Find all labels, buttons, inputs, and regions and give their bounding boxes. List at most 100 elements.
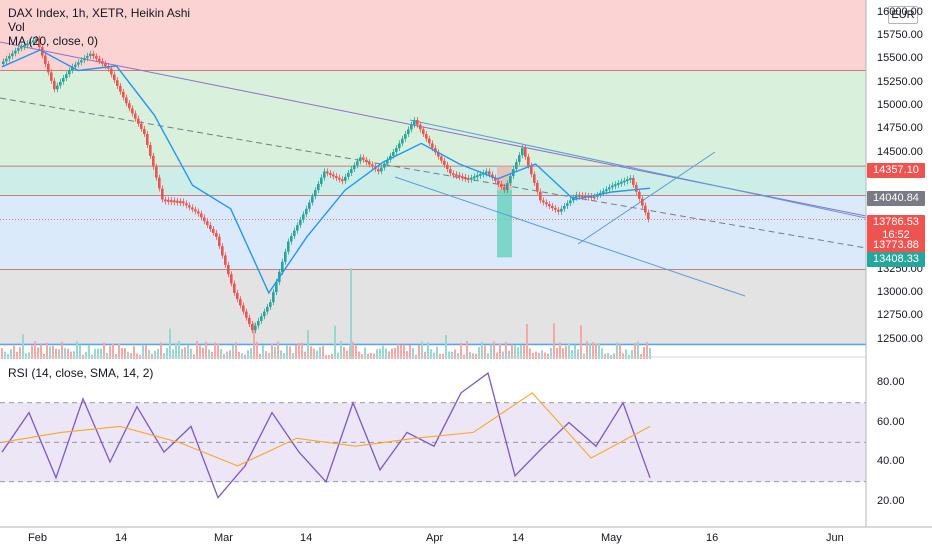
channel-top-line	[409, 119, 867, 219]
candle	[287, 241, 290, 252]
candle	[146, 134, 149, 145]
volume-bar	[289, 346, 291, 359]
candle	[413, 120, 416, 125]
candle	[377, 169, 380, 172]
candle	[329, 172, 332, 175]
y-tick-label: 12750.00	[877, 309, 923, 322]
volume-bar	[217, 343, 219, 359]
volume-bar	[469, 351, 471, 359]
candle	[629, 177, 632, 180]
candle	[419, 124, 422, 130]
candle	[575, 194, 578, 198]
candle	[263, 311, 266, 317]
candle	[230, 274, 233, 284]
volume-bar	[40, 344, 42, 359]
candle	[353, 165, 356, 170]
dashed-trendline	[0, 97, 867, 249]
candle	[386, 159, 389, 164]
candle	[62, 78, 65, 82]
rising-support-line	[577, 151, 716, 245]
volume-bar	[22, 334, 24, 359]
volume-bar	[418, 345, 420, 359]
candle	[332, 174, 335, 177]
price-tag: 13786.53	[867, 215, 925, 230]
candle	[317, 183, 320, 191]
volume-bar	[46, 342, 48, 359]
volume-bar	[421, 341, 423, 359]
currency-badge[interactable]: EUR	[888, 6, 918, 24]
volume-bar	[541, 350, 543, 359]
volume-bar	[514, 345, 516, 359]
volume-bar	[232, 344, 234, 359]
volume-bar	[178, 341, 180, 359]
candle	[596, 194, 599, 197]
candle	[548, 204, 551, 207]
volume-bar	[226, 351, 228, 359]
candle	[620, 181, 623, 184]
candle	[467, 177, 470, 180]
candle	[344, 176, 347, 181]
candle	[578, 194, 581, 197]
volume-bar	[265, 351, 267, 359]
candle	[551, 205, 554, 208]
candle	[242, 305, 245, 312]
candle	[446, 164, 449, 170]
candle	[452, 173, 455, 176]
candle	[224, 255, 227, 265]
candle	[431, 143, 434, 149]
candle	[218, 236, 221, 247]
volume-bar	[256, 341, 258, 359]
volume-bar	[637, 341, 639, 359]
candle	[29, 41, 32, 44]
volume-bar	[268, 352, 270, 359]
candle	[464, 177, 467, 180]
volume-bar	[523, 345, 525, 359]
candle	[269, 302, 272, 307]
zone-green	[0, 70, 866, 167]
candle	[296, 225, 299, 231]
y-tick-label: 15000.00	[877, 99, 923, 112]
candle	[584, 195, 587, 198]
volume-bar	[202, 347, 204, 359]
volume-bar	[253, 322, 255, 359]
volume-bar	[142, 344, 144, 359]
candle	[209, 225, 212, 230]
volume-bar	[238, 351, 240, 359]
volume-bar	[121, 348, 123, 359]
candle	[173, 200, 176, 203]
volume-bar	[475, 353, 477, 359]
y-tick-label: 15750.00	[877, 28, 923, 41]
volume-bar	[466, 341, 468, 359]
volume-bar	[79, 344, 81, 359]
volume-bar	[343, 347, 345, 359]
volume-bar	[100, 348, 102, 359]
volume-bar	[280, 350, 282, 359]
candle	[524, 148, 527, 157]
volume-bar	[574, 344, 576, 359]
volume-bar	[565, 346, 567, 359]
volume-bar	[583, 353, 585, 359]
candle	[623, 180, 626, 183]
candle	[227, 264, 230, 275]
candle	[539, 191, 542, 201]
volume-bar	[406, 351, 408, 359]
volume-bar	[271, 343, 273, 359]
zone-teal	[0, 166, 866, 196]
volume-bar	[13, 345, 15, 359]
candle	[638, 191, 641, 199]
candle	[581, 195, 584, 198]
volume-bar	[19, 347, 21, 359]
candle	[542, 200, 545, 203]
volume-bar	[73, 351, 75, 359]
candle	[380, 167, 383, 172]
candle	[38, 38, 41, 48]
volume-bar	[208, 349, 210, 359]
candle	[593, 196, 596, 199]
candle	[203, 217, 206, 222]
highlight-box-teal	[497, 190, 512, 258]
volume-bar	[130, 353, 132, 359]
y-tick-label: 14750.00	[877, 122, 923, 135]
volume-bar	[277, 341, 279, 359]
volume-bar	[331, 353, 333, 359]
